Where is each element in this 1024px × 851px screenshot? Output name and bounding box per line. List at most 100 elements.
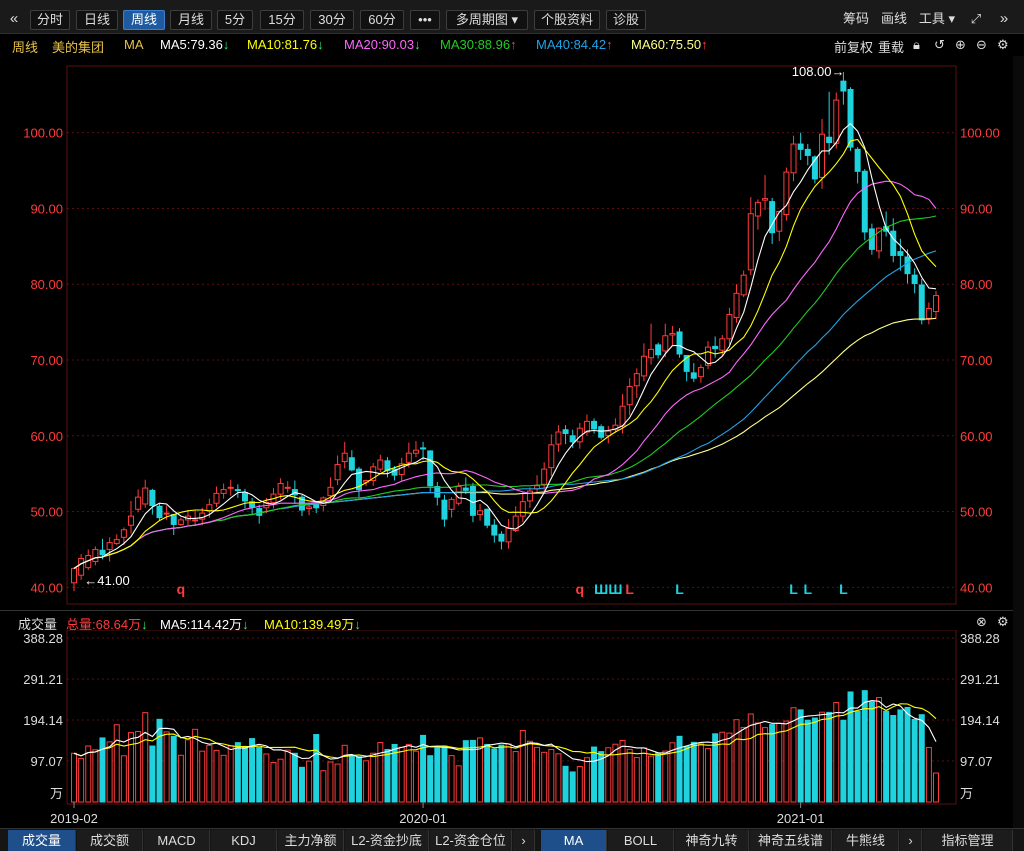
volume-bar	[213, 749, 220, 803]
price-tick-label-left: 50.00	[30, 505, 63, 520]
tab-five-lines[interactable]: 神奇五线谱	[750, 830, 832, 851]
volume-bar	[712, 733, 719, 803]
volume-bar	[883, 710, 890, 803]
volume-bar	[612, 743, 619, 803]
volume-title[interactable]: 成交量	[18, 617, 58, 632]
zoom-out-icon[interactable]: ⊖	[976, 37, 987, 52]
candle-body	[327, 486, 334, 497]
stock-info-button[interactable]: 个股资料	[534, 10, 600, 30]
ma40-legend: MA40:84.42↑	[536, 37, 613, 52]
reload-button[interactable]: 重载	[878, 40, 905, 55]
tab-macd[interactable]: MACD	[144, 830, 210, 851]
tools-dropdown[interactable]: 工具 ▾	[918, 11, 956, 26]
volume-bar	[555, 753, 562, 803]
tab-bull-bear[interactable]: 牛熊线	[833, 830, 899, 851]
candle-body	[769, 201, 776, 234]
tab-volume[interactable]: 成交量	[8, 830, 76, 851]
tab-boll[interactable]: BOLL	[608, 830, 674, 851]
volume-bar	[313, 734, 320, 803]
volume-bar	[747, 713, 754, 803]
tab-weekly[interactable]: 周线	[123, 10, 165, 30]
volume-bar	[434, 747, 441, 803]
volume-bar	[840, 719, 847, 803]
tab-30min[interactable]: 30分	[310, 10, 354, 30]
volume-bar	[92, 749, 99, 803]
tab-minute[interactable]: 分时	[30, 10, 70, 30]
candle-body	[170, 514, 177, 525]
gear-icon[interactable]: ⚙	[997, 37, 1009, 52]
volume-tick-label-left: 97.07	[30, 754, 63, 769]
zoom-in-icon[interactable]: ⊕	[955, 37, 966, 52]
volume-chart[interactable]: 388.28 388.28 291.21 291.21 194.14 194.14 97.0…	[0, 630, 1013, 828]
volume-bar	[170, 735, 177, 803]
volume-bar	[163, 731, 170, 803]
volume-tick-label-right: 388.28	[960, 631, 1000, 646]
tabs-scroll-right-2[interactable]: ›	[900, 830, 922, 851]
volume-bar	[583, 757, 590, 803]
volume-bar	[633, 757, 640, 803]
price-chart[interactable]: 100.00 100.00 90.00 90.00 80.00 80.00 70.00 70.…	[0, 56, 1013, 610]
price-tick-label-right: 60.00	[960, 429, 993, 444]
candle-body	[911, 274, 918, 284]
candle-body	[633, 373, 640, 387]
settings-icon[interactable]: ⚙	[997, 614, 1009, 629]
tab-l2-position[interactable]: L2-资金仓位	[430, 830, 512, 851]
tab-turnover[interactable]: 成交额	[77, 830, 143, 851]
diagnose-button[interactable]: 诊股	[606, 10, 646, 30]
price-tick-label-right: 50.00	[960, 505, 993, 520]
chips-button[interactable]: 筹码	[842, 11, 869, 26]
tab-monthly[interactable]: 月线	[170, 10, 212, 30]
ma10-legend: MA10:81.76↓	[247, 37, 324, 52]
candle-body	[142, 487, 149, 505]
double-chevron-left-icon[interactable]: «	[9, 10, 19, 27]
volume-bar	[120, 755, 127, 803]
candle-body	[861, 170, 868, 233]
tab-main-net[interactable]: 主力净额	[278, 830, 344, 851]
volume-bar	[484, 743, 491, 803]
tab-5min[interactable]: 5分	[217, 10, 253, 30]
adjust-mode[interactable]: 前复权	[834, 40, 874, 55]
candle-body	[448, 498, 455, 510]
candle-body	[241, 492, 248, 502]
tab-kdj[interactable]: KDJ	[211, 830, 277, 851]
signal-marker: q	[177, 581, 186, 597]
more-button[interactable]: •••	[410, 10, 440, 30]
volume-bar	[156, 718, 163, 803]
candle-body	[113, 539, 120, 544]
volume-bar	[227, 745, 234, 803]
period-toolbar: « 分时 日线 周线 月线 5分 15分 30分 60分 ••• 多周期图 ▾ …	[0, 0, 1024, 34]
period-label: 周线	[12, 40, 39, 55]
tab-l2-bottom[interactable]: L2-资金抄底	[345, 830, 429, 851]
candle-body	[847, 88, 854, 148]
candle-body	[384, 460, 391, 472]
draw-line-button[interactable]: 画线	[880, 11, 907, 26]
tab-15min[interactable]: 15分	[260, 10, 304, 30]
tab-60min[interactable]: 60分	[360, 10, 404, 30]
candle-body	[655, 344, 662, 356]
volume-bar	[697, 743, 704, 803]
volume-bar	[99, 737, 106, 803]
candle-body	[726, 314, 733, 340]
tab-daily[interactable]: 日线	[76, 10, 118, 30]
lock-icon[interactable]: 🔒︎	[913, 37, 920, 52]
tab-ma[interactable]: MA	[541, 830, 607, 851]
candle-body	[676, 331, 683, 355]
volume-bar	[762, 727, 769, 803]
expand-icon[interactable]: ⤢	[970, 11, 982, 26]
tab-nine-turn[interactable]: 神奇九转	[675, 830, 749, 851]
candle-body	[491, 524, 498, 536]
multi-period-dropdown[interactable]: 多周期图 ▾	[446, 10, 528, 30]
volume-tick-label-left: 388.28	[23, 631, 63, 646]
candle-body	[277, 483, 284, 495]
undo-icon[interactable]: ↺	[934, 37, 945, 52]
candle-body	[156, 505, 163, 519]
tabs-scroll-right[interactable]: ›	[513, 830, 535, 851]
tab-indicator-manage[interactable]: 指标管理	[923, 830, 1013, 851]
close-icon[interactable]: ⊗	[976, 614, 987, 629]
price-tick-label-left: 40.00	[30, 580, 63, 595]
candle-body	[719, 338, 726, 351]
volume-bar	[498, 744, 505, 803]
indicator-name[interactable]: MA	[124, 37, 144, 52]
volume-legend: 成交量 总量:68.64万↓ MA5:114.42万↓ MA10:139.49万…	[0, 610, 1024, 632]
double-chevron-right-icon[interactable]: »	[999, 10, 1009, 27]
